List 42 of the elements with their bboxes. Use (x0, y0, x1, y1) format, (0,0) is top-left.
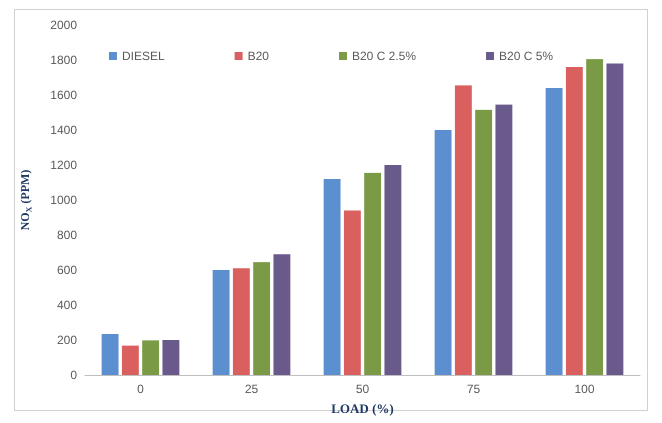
x-tick-label: 100 (574, 382, 595, 396)
bar (566, 67, 583, 375)
bar (586, 59, 604, 375)
y-tick-label: 1200 (50, 158, 78, 172)
x-tick-label: 75 (466, 382, 480, 396)
bar (212, 270, 230, 375)
y-tick-label: 200 (56, 333, 78, 347)
bar (102, 334, 119, 375)
x-tick-label: 50 (356, 382, 370, 396)
y-tick-label: 400 (56, 298, 78, 312)
x-tick-label: 25 (244, 382, 258, 396)
bar (232, 268, 250, 375)
bar (606, 64, 624, 375)
bar (495, 104, 512, 375)
x-tick-label: 0 (137, 382, 144, 396)
bar (384, 165, 402, 375)
y-tick-label: 0 (70, 368, 78, 382)
bar (546, 88, 563, 375)
legend-label: DIESEL (122, 49, 165, 63)
bar (434, 130, 452, 375)
y-tick-label: 1400 (50, 123, 78, 137)
y-tick-label: 1000 (50, 193, 78, 207)
y-axis-title: NOX (PPM) (18, 170, 34, 230)
bar (162, 340, 180, 375)
bar (324, 179, 341, 375)
legend-label: B20 C 5% (499, 49, 554, 63)
x-axis-title: LOAD (%) (331, 401, 394, 416)
y-tick-label: 1800 (50, 53, 78, 67)
bar (454, 85, 472, 375)
y-tick-label: 800 (56, 228, 78, 242)
bar (273, 254, 290, 375)
bar (142, 340, 160, 375)
y-tick-label: 600 (56, 263, 78, 277)
legend-label: B20 C 2.5% (352, 49, 416, 63)
legend-label: B20 (248, 49, 270, 63)
bar (253, 262, 270, 375)
y-tick-label: 1600 (50, 88, 78, 102)
bar (344, 210, 361, 375)
bar (122, 346, 139, 375)
y-tick-label: 2000 (50, 18, 78, 32)
bar (475, 110, 492, 375)
bar (364, 172, 382, 375)
